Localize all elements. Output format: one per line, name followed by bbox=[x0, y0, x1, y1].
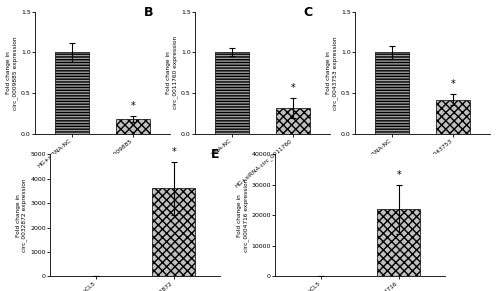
Text: *: * bbox=[291, 83, 296, 93]
Bar bbox=[375, 52, 408, 134]
Text: *: * bbox=[172, 147, 176, 157]
Bar bbox=[276, 108, 310, 134]
Text: E: E bbox=[210, 148, 219, 161]
Y-axis label: Fold change in
circ_0004716 expression: Fold change in circ_0004716 expression bbox=[236, 179, 248, 252]
Y-axis label: Fold change in
circ_0011760 expression: Fold change in circ_0011760 expression bbox=[166, 36, 178, 109]
Bar bbox=[152, 189, 195, 276]
Y-axis label: Fold change in
circ_0009885 expression: Fold change in circ_0009885 expression bbox=[6, 36, 18, 109]
Text: C: C bbox=[304, 6, 313, 19]
Bar bbox=[378, 209, 420, 276]
Bar bbox=[55, 52, 88, 134]
Text: *: * bbox=[451, 79, 456, 89]
Text: *: * bbox=[396, 170, 401, 180]
Bar bbox=[215, 52, 248, 134]
Y-axis label: Fold change in
circ_0032872 expression: Fold change in circ_0032872 expression bbox=[16, 179, 28, 252]
Y-axis label: Fold change in
circ_0043753 expression: Fold change in circ_0043753 expression bbox=[326, 36, 338, 109]
Text: B: B bbox=[144, 6, 153, 19]
Text: *: * bbox=[131, 101, 136, 111]
Bar bbox=[436, 100, 470, 134]
Bar bbox=[116, 119, 150, 134]
